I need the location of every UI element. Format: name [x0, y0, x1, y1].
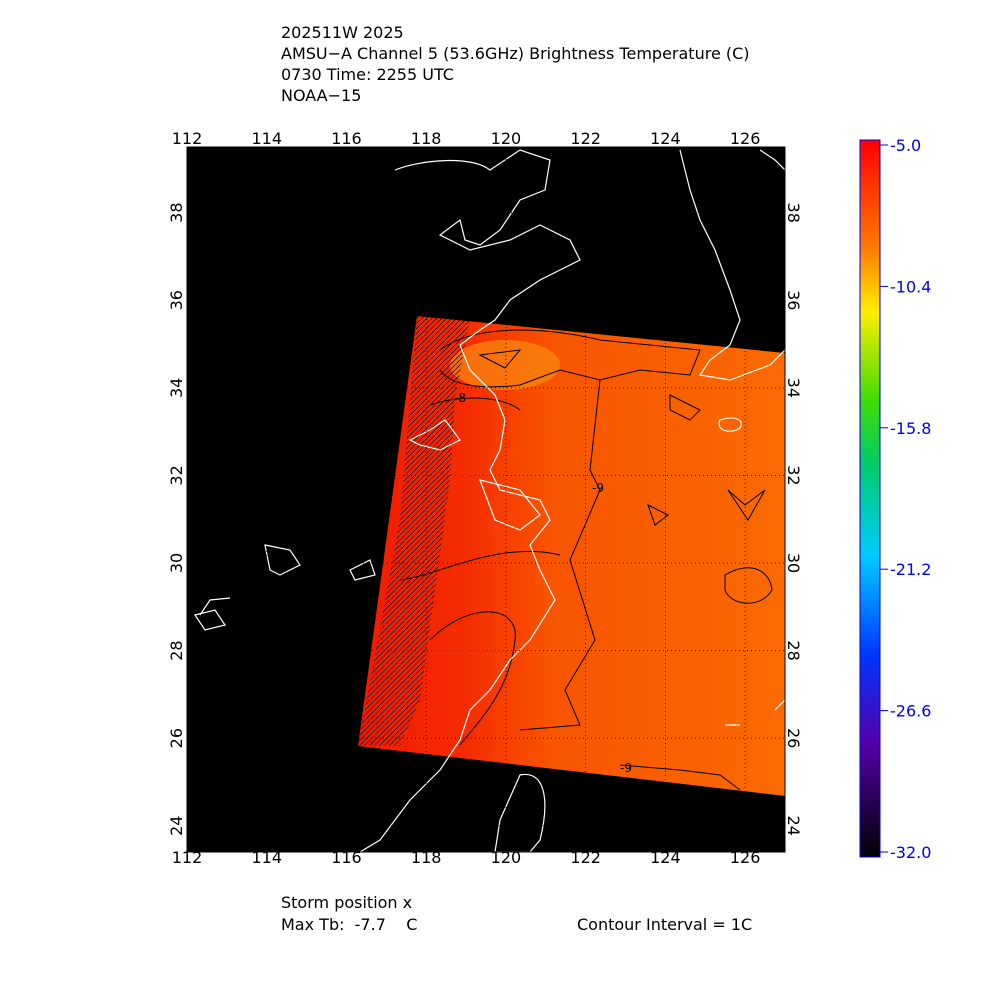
- lon-tick-label: 120: [491, 848, 522, 867]
- map-frame: [186, 146, 786, 853]
- lat-tick-label: 26: [167, 728, 186, 748]
- lat-tick-label: 32: [167, 465, 186, 485]
- header-line: NOAA−15: [281, 86, 361, 105]
- header-line: 0730 Time: 2255 UTC: [281, 65, 454, 84]
- lat-tick-label: 30: [167, 553, 186, 573]
- lon-tick-label: 124: [650, 848, 681, 867]
- storm-position: Storm position x: [281, 893, 412, 912]
- lat-tick-label: 34: [784, 378, 803, 398]
- lat-tick-label: 36: [784, 290, 803, 310]
- lon-tick-label: 126: [730, 848, 761, 867]
- lon-tick-label: 116: [331, 848, 362, 867]
- header: 202511W 2025 AMSU−A Channel 5 (53.6GHz) …: [281, 23, 750, 105]
- lat-tick-label: 38: [784, 203, 803, 223]
- colorbar-tick-label: -5.0: [890, 136, 921, 155]
- lon-tick-label: 122: [570, 848, 601, 867]
- header-line: 202511W 2025: [281, 23, 404, 42]
- colorbar-tick-label: -10.4: [890, 277, 931, 296]
- ticks: 112 112 114 114 116 116 118 118 120 120 122 122 124 1…: [167, 129, 931, 867]
- lon-tick-label: 122: [570, 129, 601, 148]
- grid: [187, 147, 785, 852]
- header-line: AMSU−A Channel 5 (53.6GHz) Brightness Te…: [281, 44, 750, 63]
- lon-tick-label: 126: [730, 129, 761, 148]
- contour-label: -8: [454, 391, 466, 405]
- lat-tick-label: 34: [167, 378, 186, 398]
- lon-tick-label: 120: [491, 129, 522, 148]
- hatched-region: [358, 316, 470, 746]
- contour-label: -9: [592, 481, 604, 495]
- colorbar-tick-label: -26.6: [890, 702, 931, 721]
- lat-tick-label: 32: [784, 465, 803, 485]
- max-tb: Max Tb: -7.7 C: [281, 915, 417, 934]
- warm-spot: [450, 340, 560, 390]
- colorbar-tick-label: -15.8: [890, 419, 931, 438]
- colorbar-tick-label: -32.0: [890, 843, 931, 862]
- lon-tick-label: 112: [172, 129, 203, 148]
- lon-tick-label: 114: [251, 129, 282, 148]
- lon-tick-label: 114: [251, 848, 282, 867]
- lat-tick-label: 28: [784, 640, 803, 660]
- contour-interval: Contour Interval = 1C: [577, 915, 752, 934]
- footer: Storm position x Max Tb: -7.7 C Contour …: [281, 893, 752, 934]
- lon-tick-label: 118: [411, 848, 442, 867]
- map: -8 -9 -9: [187, 147, 785, 852]
- lat-tick-label: 24: [784, 816, 803, 836]
- lat-tick-label: 30: [784, 553, 803, 573]
- lat-tick-label: 36: [167, 290, 186, 310]
- coastlines: [194, 149, 785, 852]
- lon-tick-label: 112: [172, 848, 203, 867]
- lon-tick-label: 124: [650, 129, 681, 148]
- lat-tick-label: 28: [167, 640, 186, 660]
- contour-label: -9: [620, 761, 632, 775]
- colorbar-tick-label: -21.2: [890, 560, 931, 579]
- lat-tick-label: 26: [784, 728, 803, 748]
- lon-tick-label: 118: [411, 129, 442, 148]
- contours: [399, 329, 773, 791]
- lon-tick-label: 116: [331, 129, 362, 148]
- lat-tick-label: 38: [167, 203, 186, 223]
- colorbar: [859, 139, 881, 858]
- lat-tick-label: 24: [167, 816, 186, 836]
